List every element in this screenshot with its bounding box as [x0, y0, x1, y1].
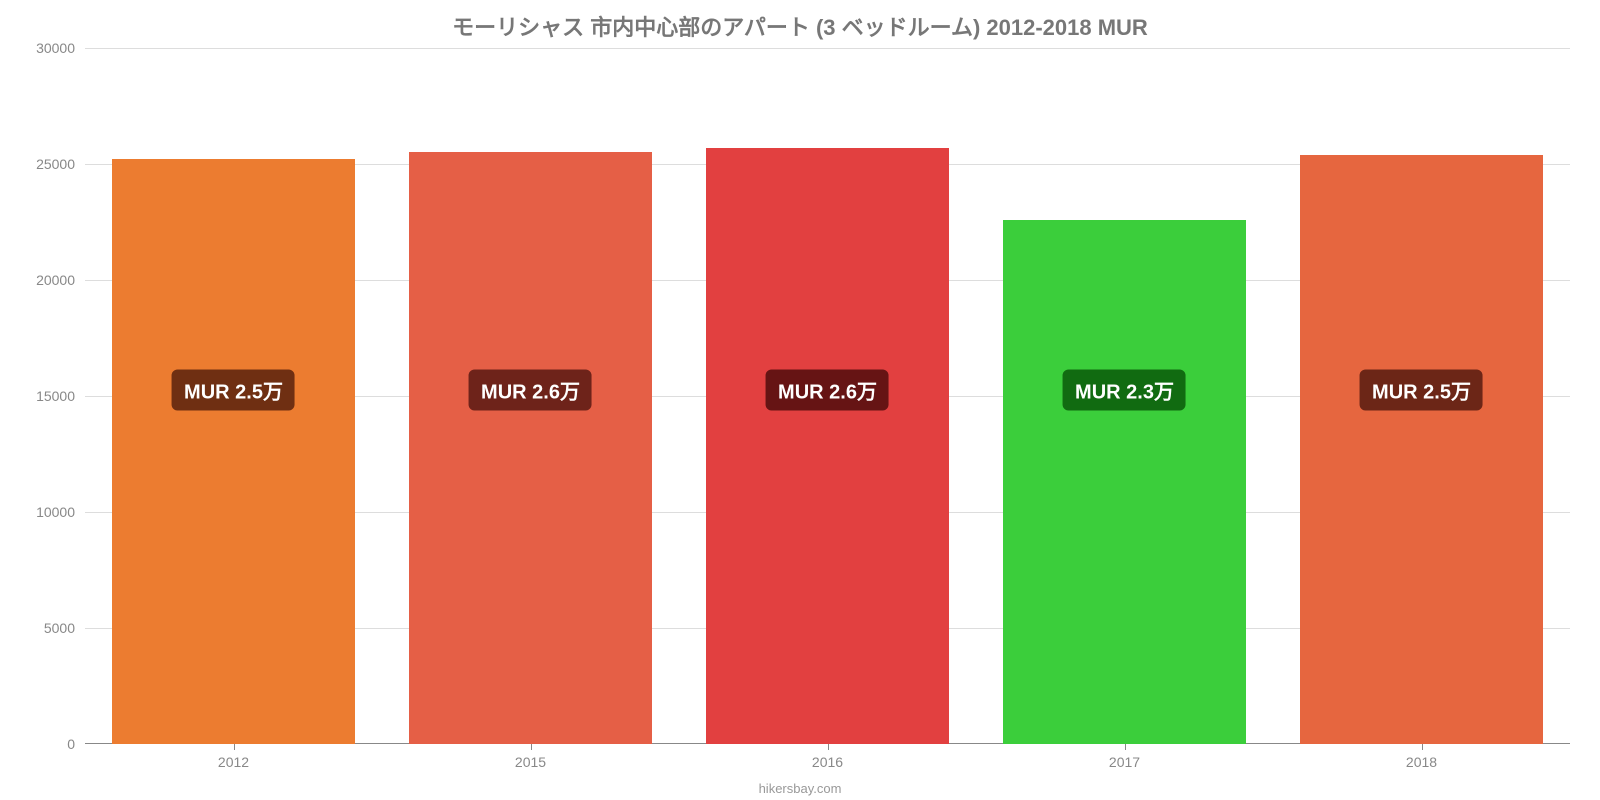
bar: MUR 2.6万	[409, 152, 653, 744]
y-tick-label: 15000	[36, 388, 75, 404]
x-tick-label: 2017	[1109, 754, 1140, 770]
y-tick-label: 0	[67, 736, 75, 752]
x-tick	[1125, 744, 1126, 750]
chart-title: モーリシャス 市内中心部のアパート (3 ベッドルーム) 2012-2018 M…	[0, 0, 1600, 42]
x-tick-label: 2015	[515, 754, 546, 770]
bar: MUR 2.5万	[1300, 155, 1544, 744]
bar-value-label: MUR 2.6万	[469, 369, 592, 410]
source-label: hikersbay.com	[0, 781, 1600, 796]
y-tick-label: 30000	[36, 40, 75, 56]
x-tick-label: 2016	[812, 754, 843, 770]
bar: MUR 2.6万	[706, 148, 950, 744]
bar: MUR 2.5万	[112, 159, 356, 744]
bar-value-label: MUR 2.3万	[1063, 369, 1186, 410]
bar-value-label: MUR 2.5万	[172, 369, 295, 410]
bar: MUR 2.3万	[1003, 220, 1247, 744]
x-tick	[828, 744, 829, 750]
bar-value-label: MUR 2.6万	[766, 369, 889, 410]
x-tick	[1422, 744, 1423, 750]
y-tick-label: 10000	[36, 504, 75, 520]
bar-value-label: MUR 2.5万	[1360, 369, 1483, 410]
y-tick-label: 25000	[36, 156, 75, 172]
grid-line	[85, 48, 1570, 49]
x-tick-label: 2012	[218, 754, 249, 770]
x-tick	[234, 744, 235, 750]
plot-area: 050001000015000200002500030000MUR 2.5万20…	[85, 48, 1570, 744]
y-tick-label: 20000	[36, 272, 75, 288]
y-tick-label: 5000	[44, 620, 75, 636]
x-tick-label: 2018	[1406, 754, 1437, 770]
x-tick	[531, 744, 532, 750]
